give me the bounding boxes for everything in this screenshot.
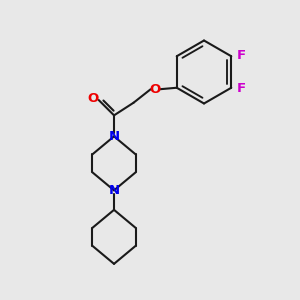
Text: O: O [149,83,161,96]
Text: F: F [237,82,246,95]
Text: O: O [88,92,99,105]
Text: N: N [109,130,120,143]
Text: N: N [109,184,120,197]
Text: F: F [237,49,246,62]
